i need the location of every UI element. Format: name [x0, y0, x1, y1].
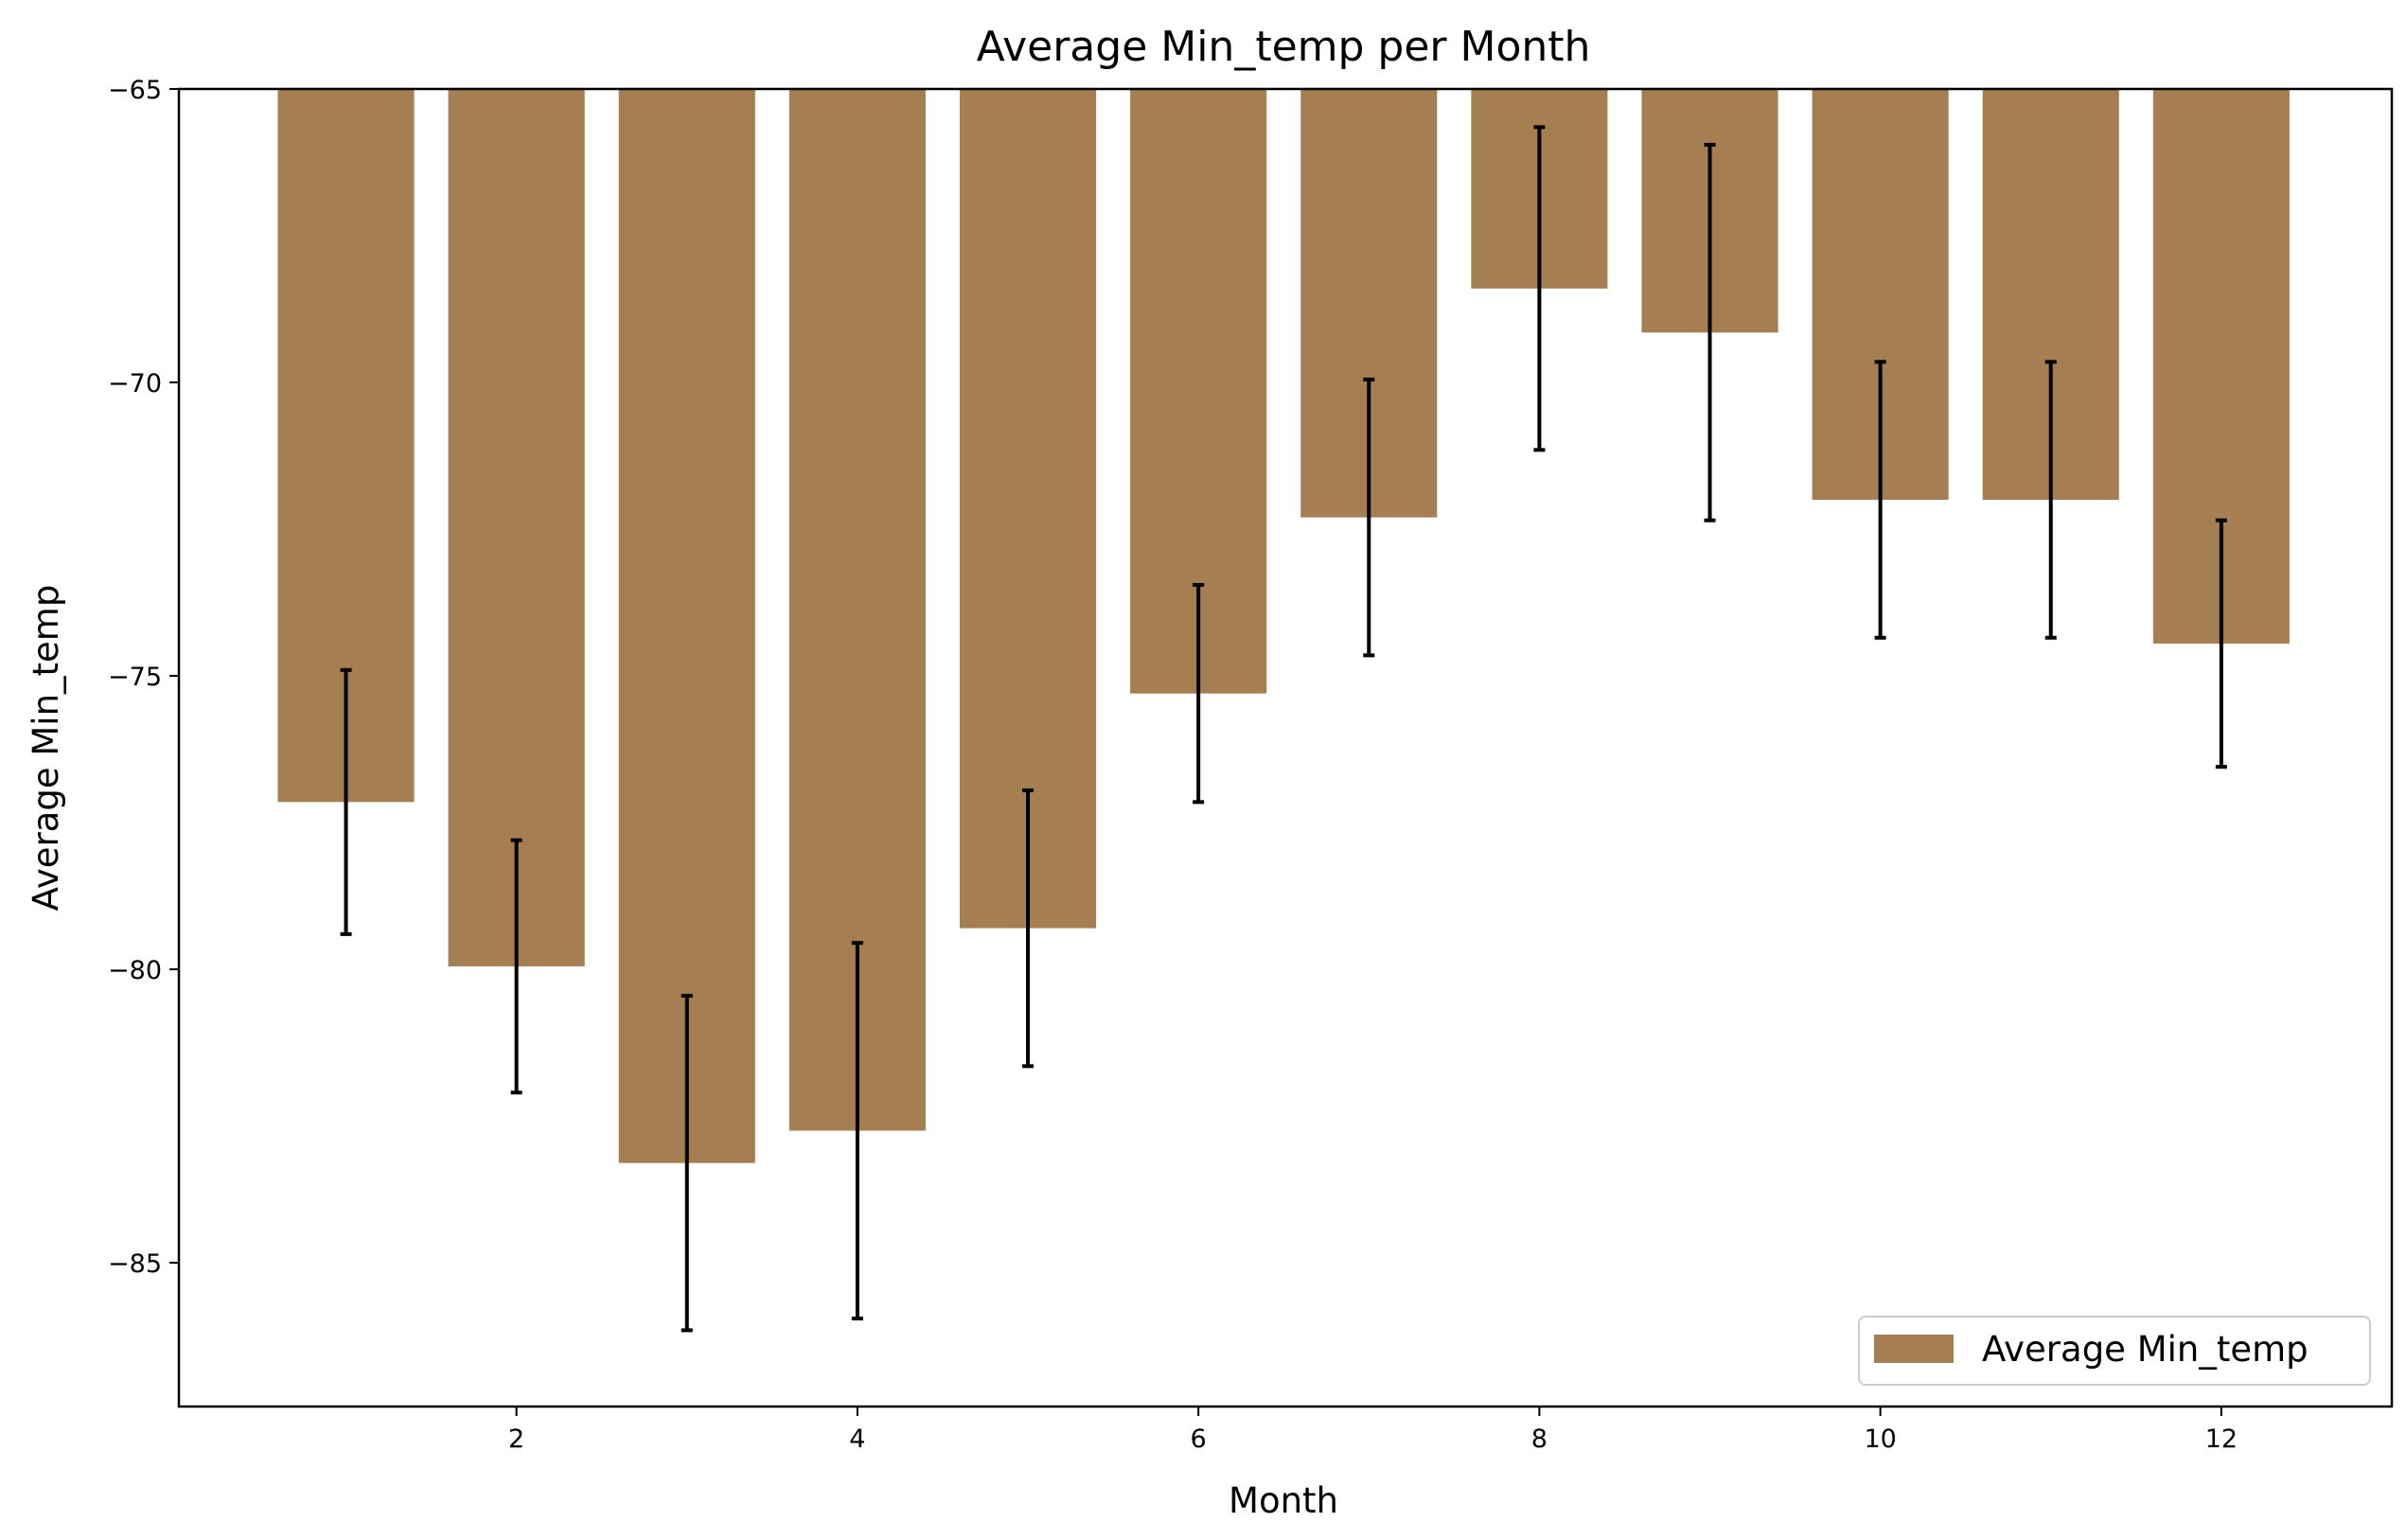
error-bar-month-3 — [681, 993, 693, 1333]
plot-frame — [177, 87, 2394, 1408]
bar-month-2 — [448, 89, 585, 966]
error-bar-month-2 — [510, 838, 522, 1095]
y-axis-label: Average Min_temp — [26, 585, 66, 912]
x-tick-label: 10 — [1864, 1425, 1896, 1454]
error-bar-month-1 — [340, 667, 352, 936]
y-axis-ticks: −65 −70 −75 −80 −85 — [108, 76, 179, 1279]
x-tick-label: 2 — [508, 1425, 524, 1454]
error-bar-month-4 — [851, 941, 863, 1320]
error-bar-month-10 — [1874, 360, 1886, 640]
error-bar-month-7 — [1363, 377, 1375, 658]
legend-frame — [1858, 1316, 2371, 1386]
x-tick-label: 8 — [1531, 1425, 1548, 1454]
error-bar-month-9 — [1704, 142, 1716, 522]
error-bar-month-5 — [1022, 788, 1035, 1069]
y-tick-label: −85 — [108, 1249, 162, 1279]
x-axis-ticks: 2 4 6 8 10 12 — [508, 1407, 2238, 1454]
y-tick-label: −70 — [108, 369, 162, 398]
y-tick-label: −65 — [108, 76, 162, 105]
error-bars-group — [340, 125, 2227, 1333]
x-tick-label: 6 — [1191, 1425, 1207, 1454]
error-bar-month-6 — [1193, 582, 1205, 805]
y-tick-label: −75 — [108, 663, 162, 692]
x-axis-label: Month — [1229, 1480, 1338, 1521]
legend-swatch — [1874, 1335, 1954, 1363]
error-bar-month-8 — [1533, 125, 1546, 452]
error-bar-month-11 — [2044, 360, 2057, 640]
bar-month-5 — [959, 89, 1097, 929]
legend-label: Average Min_temp — [1982, 1329, 2309, 1370]
legend: Average Min_temp — [1858, 1316, 2371, 1386]
chart-title: Average Min_temp per Month — [977, 23, 1591, 71]
x-tick-label: 12 — [2205, 1425, 2238, 1454]
y-tick-label: −80 — [108, 956, 162, 985]
bar-month-3 — [618, 89, 755, 1163]
error-bar-month-12 — [2215, 518, 2227, 770]
x-tick-label: 4 — [849, 1425, 865, 1454]
